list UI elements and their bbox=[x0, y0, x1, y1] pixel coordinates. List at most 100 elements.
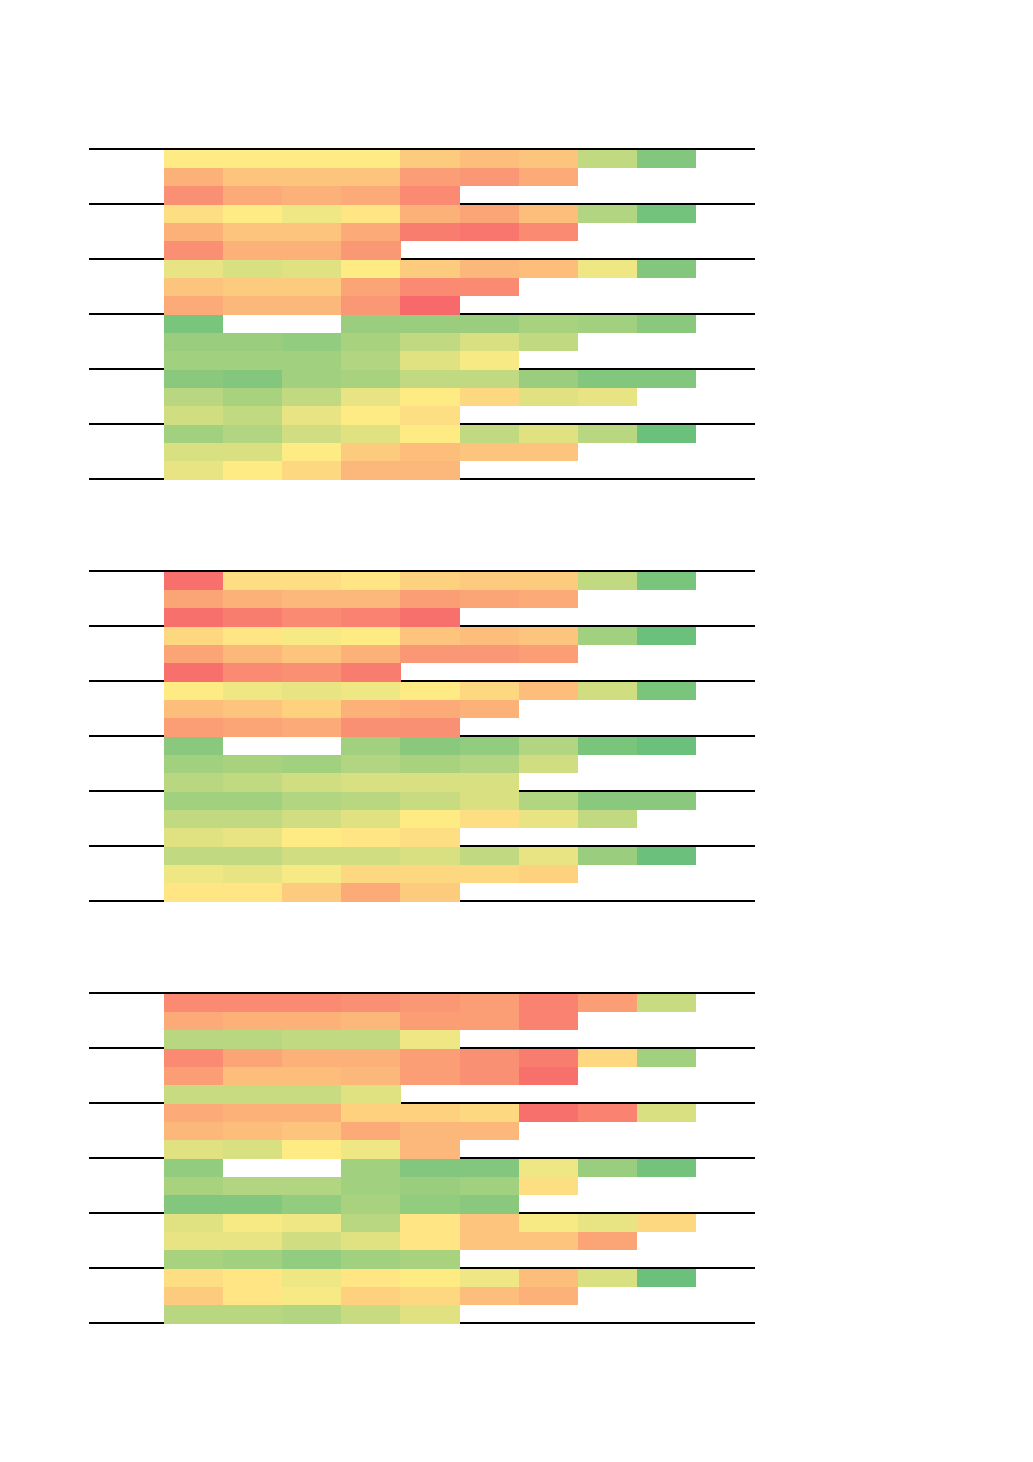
heatmap-cell bbox=[400, 1103, 460, 1123]
heatmap-cell bbox=[636, 736, 697, 756]
heatmap-cell bbox=[459, 1048, 519, 1068]
heatmap-cell bbox=[164, 241, 224, 260]
heatmap-cell bbox=[636, 369, 697, 389]
heatmap-cell bbox=[518, 626, 578, 646]
heatmap-cell bbox=[341, 259, 401, 279]
heatmap-cell bbox=[400, 571, 460, 591]
heatmap-cell bbox=[341, 388, 401, 407]
heatmap-cell bbox=[400, 204, 460, 224]
heatmap-cell bbox=[164, 314, 224, 334]
heatmap-cell bbox=[400, 736, 460, 756]
heatmap-cell bbox=[400, 700, 460, 719]
heatmap-cell bbox=[459, 1232, 519, 1251]
heatmap-cell bbox=[164, 351, 224, 370]
heatmap-cell bbox=[223, 186, 283, 205]
heatmap-cell bbox=[400, 626, 460, 646]
heatmap-cell bbox=[518, 443, 578, 462]
heatmap-cell bbox=[518, 388, 578, 407]
heatmap-cell bbox=[459, 810, 519, 829]
group-divider-line bbox=[89, 992, 755, 994]
heatmap-cell bbox=[518, 424, 578, 444]
heatmap-cell bbox=[577, 626, 638, 646]
heatmap-cell bbox=[577, 1103, 638, 1123]
heatmap-cell bbox=[341, 333, 401, 352]
heatmap-cell bbox=[223, 1067, 283, 1086]
heatmap-cell bbox=[223, 369, 283, 389]
heatmap-cell bbox=[282, 993, 342, 1013]
heatmap-cell bbox=[341, 846, 401, 866]
heatmap-cell bbox=[459, 1268, 519, 1288]
heatmap-cell bbox=[164, 186, 224, 205]
heatmap-cell bbox=[223, 1012, 283, 1031]
heatmap-cell bbox=[341, 296, 401, 315]
heatmap-cell bbox=[341, 590, 401, 609]
heatmap-cell bbox=[223, 351, 283, 370]
heatmap-cell bbox=[459, 1103, 519, 1123]
heatmap-cell bbox=[459, 571, 519, 591]
heatmap-cell bbox=[282, 1195, 342, 1214]
heatmap-cell bbox=[223, 149, 283, 169]
heatmap-cell bbox=[341, 1158, 401, 1178]
heatmap-cell bbox=[341, 314, 401, 334]
heatmap-cell bbox=[577, 1158, 638, 1178]
heatmap-cell bbox=[636, 1103, 697, 1123]
heatmap-cell bbox=[223, 1085, 283, 1104]
heatmap-cell bbox=[282, 571, 342, 591]
heatmap-cell bbox=[282, 443, 342, 462]
heatmap-cell bbox=[223, 424, 283, 444]
heatmap-cell bbox=[164, 1177, 224, 1196]
heatmap-cell bbox=[577, 993, 638, 1013]
heatmap-cell bbox=[223, 1030, 283, 1049]
heatmap-cell bbox=[400, 1305, 460, 1324]
heatmap-cell bbox=[636, 314, 697, 334]
heatmap-cell bbox=[400, 1250, 460, 1269]
heatmap-cell bbox=[459, 1195, 519, 1214]
heatmap-cell bbox=[341, 810, 401, 829]
heatmap-cell bbox=[282, 1048, 342, 1068]
heatmap-cell bbox=[164, 443, 224, 462]
heatmap-cell bbox=[282, 1213, 342, 1233]
heatmap-cell bbox=[518, 1012, 578, 1031]
heatmap-cell bbox=[636, 1268, 697, 1288]
heatmap-cell bbox=[400, 846, 460, 866]
heatmap-cell bbox=[341, 241, 401, 260]
heatmap-cell bbox=[400, 608, 460, 627]
heatmap-cell bbox=[459, 1158, 519, 1178]
heatmap-cell bbox=[341, 1085, 401, 1104]
heatmap-cell bbox=[341, 865, 401, 884]
heatmap-cell bbox=[459, 369, 519, 389]
heatmap-cell bbox=[164, 1195, 224, 1214]
heatmap-cell bbox=[223, 645, 283, 664]
heatmap-cell bbox=[164, 993, 224, 1013]
heatmap-cell bbox=[223, 1268, 283, 1288]
heatmap-cell bbox=[341, 1103, 401, 1123]
heatmap-cell bbox=[164, 1287, 224, 1306]
heatmap-cell bbox=[223, 259, 283, 279]
heatmap-cell bbox=[282, 186, 342, 205]
heatmap-cell bbox=[636, 424, 697, 444]
heatmap-cell bbox=[282, 204, 342, 224]
heatmap-cell bbox=[223, 241, 283, 260]
heatmap-cell bbox=[341, 461, 401, 480]
heatmap-cell bbox=[282, 663, 342, 682]
heatmap-cell bbox=[459, 259, 519, 279]
heatmap-cell bbox=[400, 1140, 460, 1159]
heatmap-cell bbox=[282, 223, 342, 242]
heatmap-cell bbox=[518, 204, 578, 224]
heatmap-cell bbox=[164, 278, 224, 297]
heatmap-cell bbox=[341, 1030, 401, 1049]
heatmap-cell bbox=[341, 773, 401, 792]
heatmap-cell bbox=[400, 1268, 460, 1288]
heatmap-cell bbox=[341, 1122, 401, 1141]
heatmap-cell bbox=[459, 645, 519, 664]
heatmap-cell bbox=[518, 645, 578, 664]
heatmap-cell bbox=[400, 369, 460, 389]
heatmap-cell bbox=[400, 186, 460, 205]
heatmap-cell bbox=[223, 571, 283, 591]
heatmap-cell bbox=[577, 1232, 638, 1251]
heatmap-cell bbox=[164, 1232, 224, 1251]
heatmap-cell bbox=[577, 810, 638, 829]
heatmap-cell bbox=[518, 1213, 578, 1233]
heatmap-cell bbox=[282, 700, 342, 719]
heatmap-cell bbox=[400, 1158, 460, 1178]
